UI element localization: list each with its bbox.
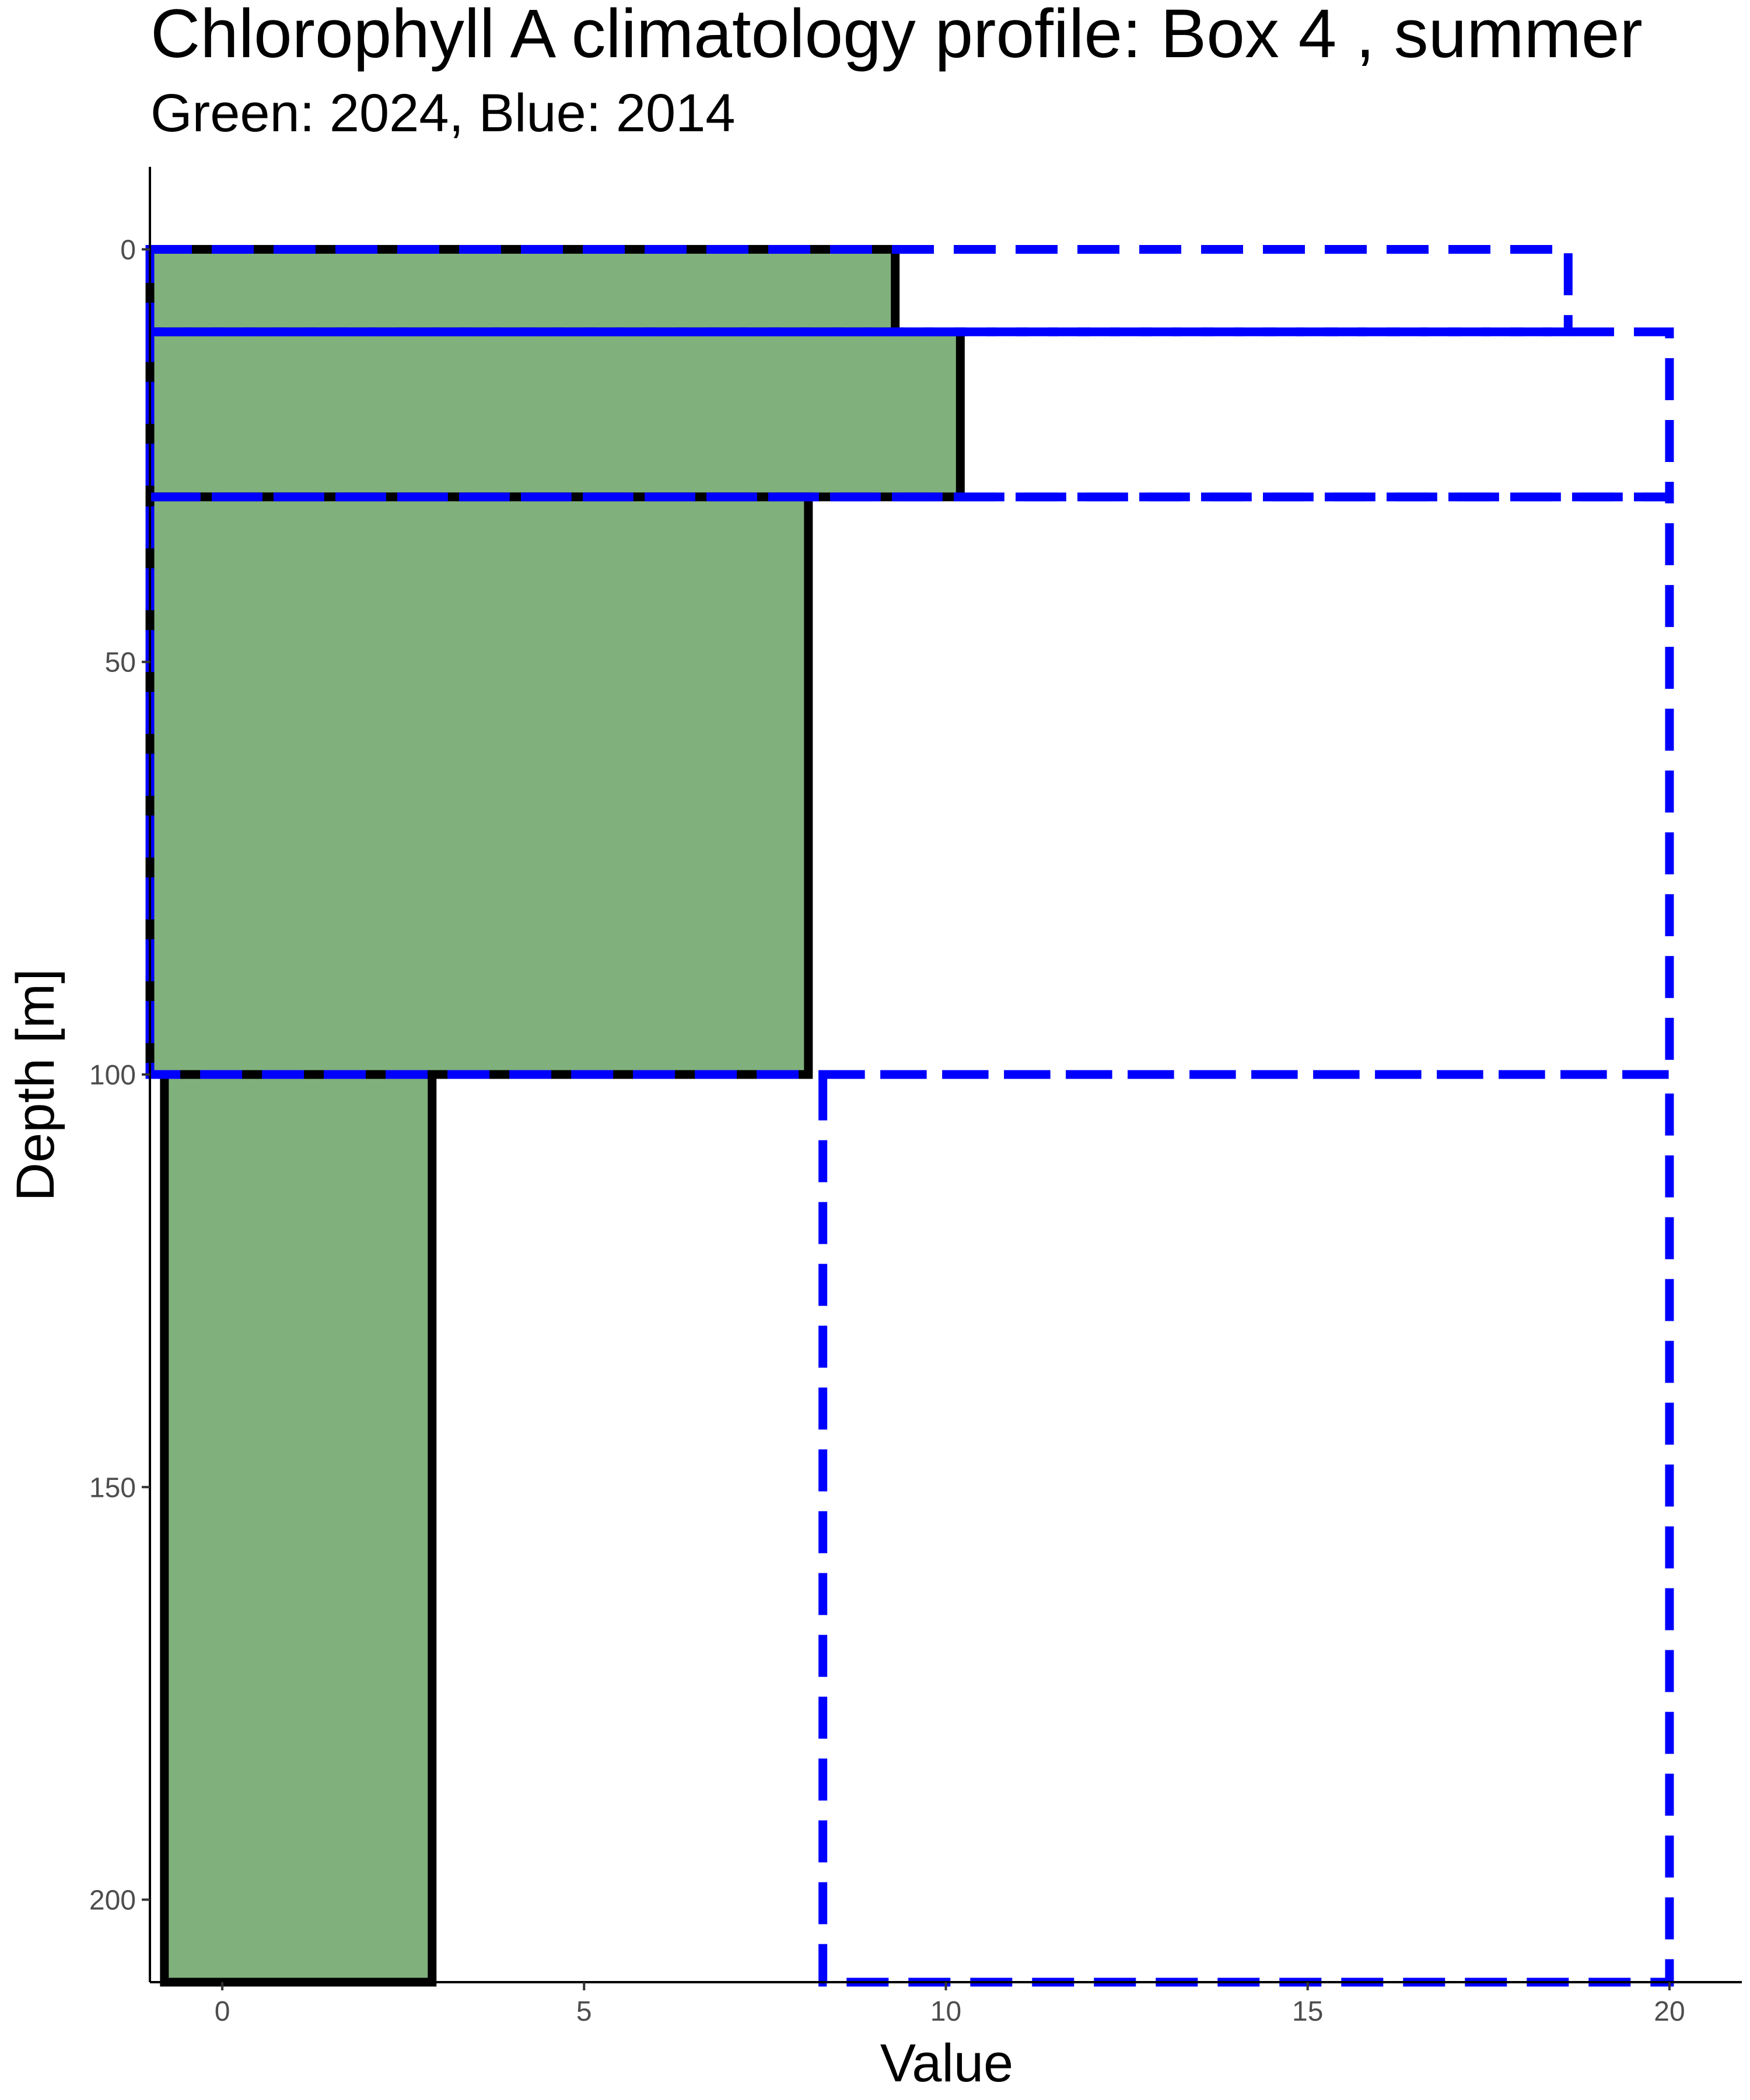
x-tick-label: 10: [930, 1996, 961, 2027]
x-tick-label: 0: [215, 1996, 230, 2027]
x-tick-label: 5: [576, 1996, 592, 2027]
y-tick-label: 100: [89, 1060, 136, 1091]
y-axis-ticks: 0 50 100 150 200: [89, 235, 150, 1916]
x-tick-label: 15: [1292, 1996, 1323, 2027]
x-axis-title: Value: [880, 2034, 1013, 2093]
bar-2024-layer-4: [160, 1070, 437, 1987]
y-tick-label: 50: [105, 648, 136, 678]
x-tick-label: 20: [1654, 1996, 1685, 2027]
y-tick-label: 200: [89, 1885, 136, 1916]
bar-2024-layer-2: [145, 327, 965, 502]
chart-subtitle: Green: 2024, Blue: 2014: [150, 83, 736, 143]
bar-2024-layer-3: [145, 492, 813, 1079]
y-tick-label: 150: [89, 1472, 136, 1503]
series-2024-bars: [145, 244, 965, 1987]
y-tick-label: 0: [120, 235, 136, 265]
outline-2014-layer-4: [818, 1070, 1674, 1987]
y-axis-title: Depth [m]: [6, 969, 65, 1202]
plot-area: [145, 244, 1674, 1987]
chart-title: Chlorophyll A climatology profile: Box 4…: [150, 0, 1643, 72]
x-axis-ticks: 0 5 10 15 20: [215, 1982, 1685, 2027]
bar-2024-layer-1: [145, 244, 900, 337]
